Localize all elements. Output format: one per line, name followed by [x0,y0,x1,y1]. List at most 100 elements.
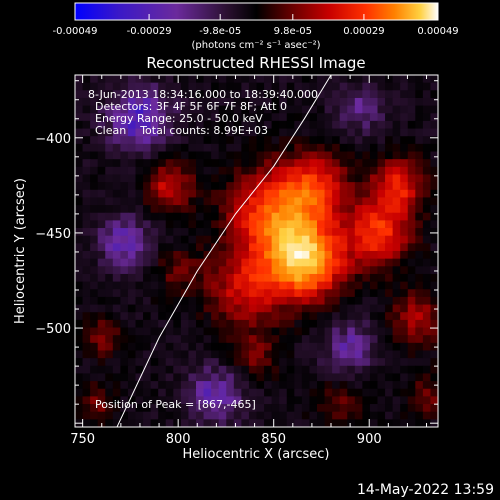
heatmap-cell [339,251,348,260]
heatmap-cell [294,258,303,267]
heatmap-cell [165,189,174,199]
heatmap-cell [354,228,363,237]
heatmap-cell [286,143,295,153]
heatmap-cell [173,381,182,390]
heatmap-cell [211,327,220,336]
heatmap-cell [400,304,409,313]
heatmap-cell [90,373,99,382]
heatmap-cell [203,373,212,382]
colorbar-ticks: -0.00049 -0.00029 -9.8e-05 9.8e-05 0.00029 0.… [53,14,459,37]
heatmap-cell [317,97,326,107]
heatmap-cell [218,120,227,130]
heatmap-cell [173,143,182,153]
heatmap-cell [309,319,318,329]
heatmap-cell [415,159,424,168]
heatmap-cell [279,365,288,375]
colorbar-unit-label: (photons cm⁻² s⁻¹ asec⁻²) [191,40,320,51]
heatmap-cell [241,365,250,375]
heatmap-cell [203,159,212,168]
heatmap-cell [271,197,280,206]
heatmap-cell [158,120,167,130]
heatmap-cell [264,289,273,298]
heatmap-cell [301,312,311,321]
heatmap-cell [97,90,106,99]
heatmap-cell [196,381,205,390]
heatmap-cell [120,411,129,420]
heatmap-cell [271,350,280,359]
heatmap-cell [369,381,379,390]
heatmap-cell [422,388,432,397]
heatmap-cell [385,350,394,359]
heatmap-cell [286,381,295,390]
heatmap-cell [127,373,137,382]
heatmap-cell [127,128,137,137]
x-tick-label: 900 [357,432,382,447]
heatmap-cell [407,396,416,405]
heatmap-cell [120,304,129,313]
heatmap-cell [127,350,137,359]
heatmap-cell [112,266,121,275]
heatmap-cell [332,120,341,130]
heatmap-cell [400,136,409,145]
heatmap-cell [324,128,333,137]
heatmap-cell [286,388,295,397]
heatmap-cell [90,319,99,329]
heatmap-cell [407,97,416,107]
heatmap-cell [97,335,106,344]
heatmap-cell [90,258,99,267]
heatmap-cell [75,411,84,420]
heatmap-cell [226,396,235,405]
heatmap-cell [256,82,265,91]
heatmap-cell [317,335,326,344]
heatmap-cell [294,350,303,359]
heatmap-cell [233,388,242,397]
heatmap-cell [105,388,114,397]
heatmap-cell [226,75,235,84]
heatmap-cell [82,388,91,397]
heatmap-cell [400,396,409,405]
heatmap-cell [430,319,438,329]
heatmap-cell [392,319,401,329]
heatmap-cell [415,396,424,405]
heatmap-cell [135,113,144,122]
heatmap-cell [279,296,288,306]
heatmap-cell [233,266,242,275]
heatmap-cell [233,235,242,244]
heatmap-cell [188,289,197,298]
heatmap-cell [97,82,106,91]
heatmap-cell [127,243,137,252]
heatmap-cell [339,350,348,359]
heatmap-cell [362,258,371,267]
heatmap-cell [143,312,152,321]
heatmap-cell [347,166,356,176]
heatmap-cell [188,327,197,336]
heatmap-cell [150,174,159,183]
heatmap-cell [127,97,137,107]
heatmap-cell [173,273,182,283]
heatmap-cell [90,411,99,420]
heatmap-cell [226,212,235,221]
heatmap-cell [354,174,363,183]
heatmap-cell [256,228,265,237]
heatmap-cell [407,182,416,191]
heatmap-cell [279,319,288,329]
heatmap-cell [75,350,84,359]
heatmap-cell [354,97,363,107]
heatmap-cell [339,166,348,176]
heatmap-cell [377,182,386,191]
heatmap-cell [90,358,99,367]
heatmap-cell [90,220,99,229]
heatmap-cell [120,75,129,84]
heatmap-cell [415,75,424,84]
heatmap-cell [203,312,212,321]
heatmap-cell [354,335,363,344]
heatmap-cell [173,289,182,298]
solar-limb-line [116,75,332,427]
heatmap-cell [196,335,205,344]
heatmap-cell [430,365,438,375]
heatmap-cell [97,296,106,306]
heatmap-cell [347,136,356,145]
heatmap-cell [105,358,114,367]
heatmap-cell [271,182,280,191]
heatmap-cell [203,128,212,137]
